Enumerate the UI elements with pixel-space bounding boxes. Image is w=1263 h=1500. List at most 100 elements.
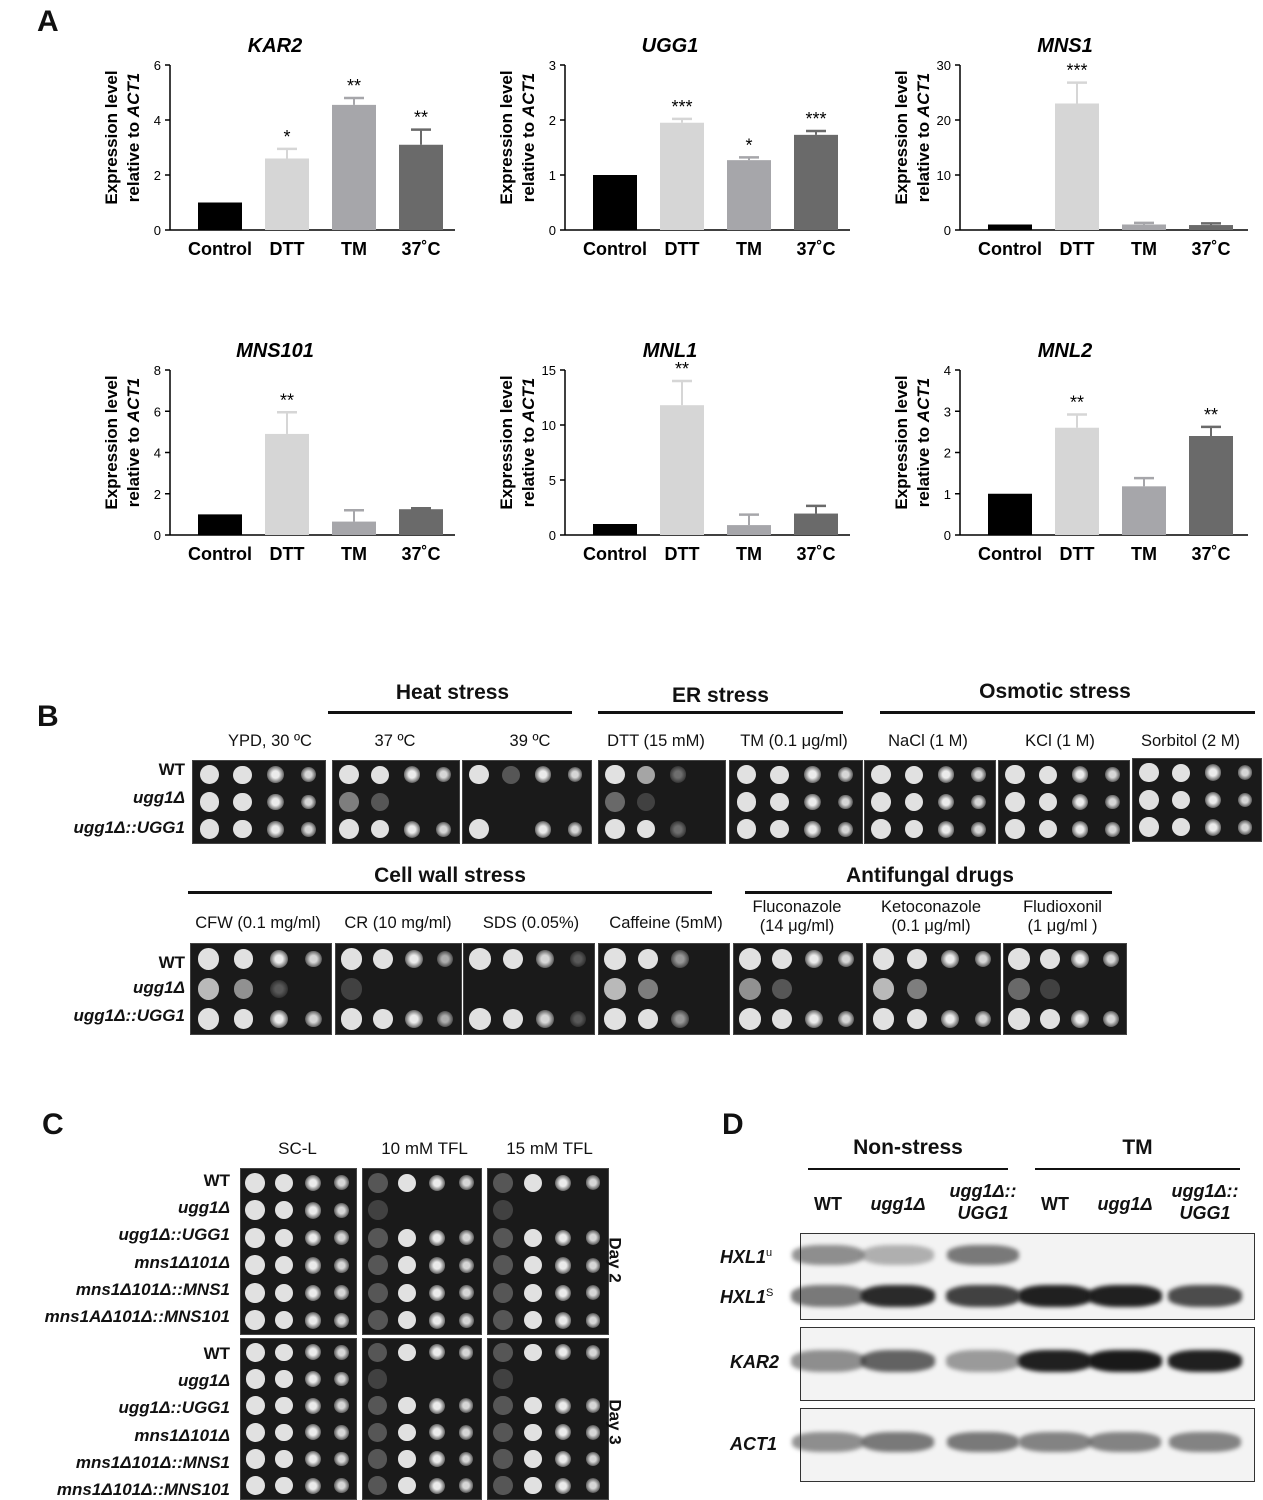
colony-spot xyxy=(1039,949,1060,969)
colony-spot xyxy=(871,792,892,812)
day-2-label: Day 2 xyxy=(605,1237,625,1283)
colony-spot xyxy=(1204,791,1222,809)
band-hxl1u xyxy=(862,1245,934,1265)
colony-spot xyxy=(637,765,656,784)
plate-cfw xyxy=(190,943,332,1035)
header-antifungal-drugs: Antifungal drugs xyxy=(846,864,1014,887)
colony-spot xyxy=(275,1450,293,1468)
colony-spot xyxy=(398,1283,417,1302)
colony-spot xyxy=(1139,790,1159,810)
row-label-act1: ACT1 xyxy=(730,1434,778,1454)
colony-spot xyxy=(1171,818,1190,837)
colony-spot xyxy=(1102,950,1119,968)
colony-spot xyxy=(736,764,757,785)
chart-mns101: MNS101 Expression level relative to ACT1 0 2… xyxy=(102,340,455,564)
colony-spot xyxy=(269,1010,288,1028)
colony-spot xyxy=(804,821,821,838)
band-act1 xyxy=(1019,1432,1091,1452)
colony-spot xyxy=(1072,766,1089,783)
colony-spot xyxy=(906,949,927,969)
x-tick-label: Control xyxy=(978,544,1042,564)
colony-spot xyxy=(493,1342,513,1362)
colony-spot xyxy=(524,1396,542,1415)
colony-spot xyxy=(555,1477,571,1494)
colony-spot xyxy=(398,1450,417,1468)
colony-spot xyxy=(269,980,288,998)
bar xyxy=(265,433,309,535)
colony-spot xyxy=(245,1342,265,1362)
colony-spot xyxy=(585,1257,601,1273)
y-tick-label: 2 xyxy=(154,487,161,502)
colony-spot xyxy=(245,1200,266,1221)
colony-spot xyxy=(405,1010,424,1028)
colony-spot xyxy=(245,1476,265,1496)
strain-label: WT xyxy=(158,953,185,972)
colony-spot xyxy=(338,819,359,840)
colony-spot xyxy=(371,765,390,784)
colony-spot xyxy=(772,979,792,999)
colony-spot xyxy=(275,1396,293,1415)
colony-spot xyxy=(367,1227,388,1248)
colony-spot xyxy=(604,764,625,785)
strain-label: ugg1Δ xyxy=(132,978,185,997)
bar xyxy=(332,521,376,535)
y-tick-label: 8 xyxy=(154,363,161,378)
y-tick-label: 0 xyxy=(154,223,161,238)
colony-spot xyxy=(534,821,552,838)
y-axis-label-line1: Expression level xyxy=(892,375,911,509)
colony-spot xyxy=(469,1008,492,1030)
colony-spot xyxy=(437,1010,454,1028)
colony-spot xyxy=(493,1282,513,1303)
condition-label: TM (0.1 μg/ml) xyxy=(740,732,848,750)
colony-spot xyxy=(245,1449,265,1469)
colony-spot xyxy=(555,1451,571,1467)
colony-spot xyxy=(334,1398,349,1413)
colony-spot xyxy=(585,1398,601,1413)
colony-spot xyxy=(1204,764,1222,781)
colony-spot xyxy=(1139,762,1159,783)
condition-label: Ketoconazole (0.1 μg/ml) xyxy=(881,898,981,935)
colony-spot xyxy=(555,1344,571,1361)
colony-spot xyxy=(275,1370,293,1388)
colony-spot xyxy=(1008,948,1031,970)
condition-label: Fludioxonil (1 μg/ml ) xyxy=(1023,898,1102,935)
colony-spot xyxy=(435,821,451,837)
bar xyxy=(727,525,771,535)
colony-spot xyxy=(554,1284,572,1301)
band-hxl1s xyxy=(946,1285,1020,1307)
condition-label: YPD, 30 ºC xyxy=(228,732,312,750)
chart-kar2: KAR2 Expression level relative to ACT1 0 2 4 6… xyxy=(102,35,455,259)
colony-spot xyxy=(340,978,363,1000)
y-axis-label-line2: relative to ACT1 xyxy=(124,378,143,507)
colony-spot xyxy=(637,979,658,999)
colony-spot xyxy=(637,792,656,811)
y-axis-label-gene: ACT1 xyxy=(914,378,933,423)
colony-spot xyxy=(340,948,363,970)
colony-spot xyxy=(338,764,359,785)
colony-spot xyxy=(805,950,823,968)
divider-cell-wall xyxy=(188,891,712,894)
colony-spot xyxy=(1237,819,1253,835)
colony-spot xyxy=(275,1423,293,1442)
colony-spot xyxy=(367,1310,388,1331)
y-tick-label: 1 xyxy=(944,487,951,502)
x-tick-label: TM xyxy=(1131,239,1157,259)
colony-spot xyxy=(554,1229,572,1246)
colony-spot xyxy=(585,1451,601,1467)
y-axis-label-gene: ACT1 xyxy=(519,378,538,423)
plate-kcl xyxy=(998,760,1130,844)
panel-label-c: C xyxy=(42,1108,64,1141)
colony-spot xyxy=(428,1451,445,1467)
band-act1 xyxy=(1169,1432,1241,1452)
condition-label: DTT (15 mM) xyxy=(607,732,705,750)
plate-37c xyxy=(332,760,460,844)
lane-label-5: ugg1Δ xyxy=(1097,1194,1153,1214)
colony-spot xyxy=(585,1312,601,1328)
strain-label: mns1Δ101Δ::MNS101 xyxy=(56,1480,230,1499)
y-axis-label: Expression level relative to ACT1 xyxy=(892,375,933,509)
colony-spot xyxy=(368,1476,388,1496)
colony-spot xyxy=(585,1230,601,1246)
row-label-hxl1u: HXL1u xyxy=(720,1247,772,1268)
significance-label: *** xyxy=(805,109,826,129)
strain-label: ugg1Δ::UGG1 xyxy=(118,1225,230,1245)
